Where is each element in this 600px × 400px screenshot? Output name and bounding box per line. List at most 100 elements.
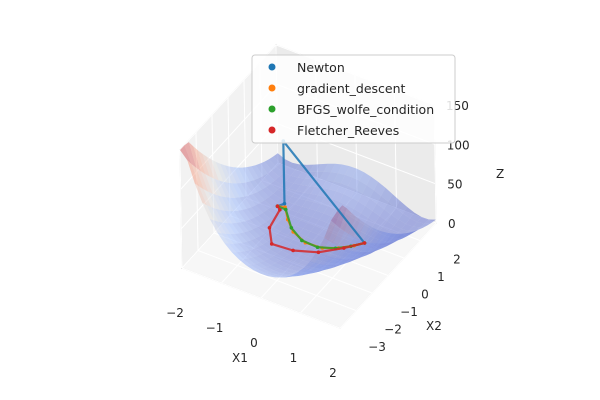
surface-patch: [375, 231, 388, 244]
surface-patch: [345, 216, 357, 227]
surface-patch: [341, 258, 353, 265]
surface-patch: [329, 181, 341, 192]
surface-patch: [402, 207, 415, 219]
grid-line-side-y: [227, 97, 231, 216]
z-tick-label: 0: [448, 217, 456, 231]
surface-patch: [199, 186, 212, 208]
surface-patch: [261, 187, 274, 198]
surface-patch: [373, 232, 386, 241]
surface-patch: [285, 269, 297, 274]
surface-patch: [273, 153, 286, 164]
surface-patch: [366, 228, 379, 238]
surface-patch: [320, 237, 333, 246]
surface-patch: [273, 268, 286, 273]
surface-patch: [266, 184, 278, 194]
surface-patch: [299, 192, 311, 201]
legend-marker-gradient-descent: [268, 84, 276, 92]
surface-patch: [325, 265, 338, 270]
surface-patch: [237, 242, 250, 252]
surface-patch: [289, 266, 302, 272]
surface-patch: [277, 219, 289, 228]
surface-patch: [252, 227, 265, 237]
legend-label-newton: Newton: [297, 60, 345, 75]
surface-patch: [233, 243, 245, 252]
surface-patch: [362, 234, 374, 243]
surface-patch: [313, 234, 325, 243]
surface-patch: [382, 221, 395, 231]
surface-patch: [399, 233, 412, 239]
surface-patch: [307, 217, 320, 226]
surface-patch: [246, 207, 259, 218]
surface-patch: [319, 255, 331, 265]
surface-patch: [202, 153, 215, 179]
surface-patch: [316, 163, 328, 172]
surface-patch: [303, 186, 315, 194]
surface-patch: [380, 232, 392, 244]
surface-patch: [285, 242, 298, 251]
surface-patch: [239, 232, 251, 242]
surface-patch: [359, 172, 371, 186]
surface-patch: [328, 224, 341, 244]
surface-patch: [263, 259, 276, 266]
surface-patch: [297, 206, 310, 215]
surface-patch: [339, 238, 351, 247]
surface-patch: [280, 227, 292, 236]
surface-patch: [268, 227, 281, 236]
surface-patch: [417, 217, 429, 224]
surface-patch: [249, 248, 262, 257]
surface-patch: [188, 142, 201, 172]
surface-patch: [350, 236, 363, 245]
surface-patch: [309, 202, 321, 211]
surface-patch: [217, 232, 229, 244]
surface-patch: [261, 252, 273, 259]
surface-patch: [266, 265, 279, 271]
surface-patch: [281, 271, 293, 275]
surface-patch: [236, 251, 248, 260]
surface-patch: [214, 220, 226, 234]
surface-patch: [323, 256, 336, 266]
surface-patch: [314, 219, 327, 229]
surface-patch: [295, 253, 308, 261]
surface-patch: [250, 264, 263, 270]
surface-patch: [311, 270, 323, 273]
surface-patch: [297, 171, 310, 179]
surface-patch: [211, 207, 224, 223]
surface-patch: [289, 273, 301, 277]
surface-patch: [338, 261, 351, 266]
surface-patch: [245, 181, 258, 194]
surface-patch: [312, 210, 324, 220]
surface-patch: [197, 150, 210, 177]
surface-patch: [336, 260, 348, 264]
surface-patch: [275, 260, 288, 267]
surface-patch: [271, 235, 283, 244]
surface-patch: [260, 200, 272, 210]
surface-patch: [279, 276, 291, 278]
surface-patch: [193, 146, 206, 175]
surface-patch: [248, 194, 261, 206]
surface-patch: [332, 191, 344, 202]
surface-patch: [382, 241, 394, 249]
surface-patch: [326, 172, 338, 182]
surface-patch: [214, 178, 227, 198]
surface-patch: [243, 258, 255, 265]
surface-patch: [306, 231, 318, 240]
surface-patch: [316, 204, 328, 214]
surface-patch: [249, 180, 262, 193]
surface-patch: [262, 267, 274, 272]
surface-patch: [330, 163, 343, 174]
surface-patch: [299, 228, 311, 237]
surface-patch: [320, 265, 332, 269]
surface-patch: [293, 177, 306, 185]
surface-patch: [297, 268, 309, 273]
x-tick-label: 1: [290, 351, 298, 365]
surface-patch: [263, 173, 275, 184]
surface-patch: [424, 219, 436, 224]
surface-patch: [226, 233, 238, 244]
surface-patch: [344, 250, 356, 260]
surface-patch: [304, 270, 316, 273]
surface-patch: [360, 247, 373, 252]
surface-patch: [395, 200, 408, 214]
surface-patch: [307, 262, 320, 270]
surface-patch: [255, 236, 268, 245]
surface-patch: [375, 246, 387, 252]
